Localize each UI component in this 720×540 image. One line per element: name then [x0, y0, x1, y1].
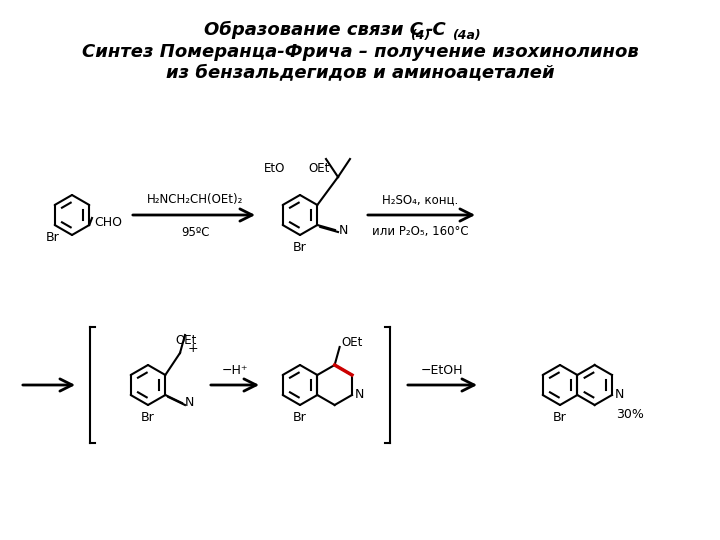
Text: OEt: OEt [175, 334, 197, 347]
Text: Br: Br [141, 411, 155, 424]
Text: -С: -С [426, 21, 446, 39]
Text: из бензальдегидов и аминоацеталей: из бензальдегидов и аминоацеталей [166, 63, 554, 81]
Text: H₂NCH₂CH(OEt)₂: H₂NCH₂CH(OEt)₂ [147, 193, 243, 206]
Text: +: + [188, 341, 199, 354]
Text: N: N [615, 388, 624, 402]
Text: N: N [355, 388, 364, 402]
Text: (4а): (4а) [452, 29, 481, 42]
Text: Br: Br [293, 411, 307, 424]
Text: OEt: OEt [342, 336, 363, 349]
Text: CHO: CHO [94, 217, 122, 230]
Text: H₂SO₄, конц.: H₂SO₄, конц. [382, 193, 458, 206]
Text: или P₂O₅, 160°С: или P₂O₅, 160°С [372, 226, 468, 239]
Text: EtO: EtO [264, 161, 285, 174]
Text: Образование связи С: Образование связи С [204, 21, 423, 39]
Text: Br: Br [553, 411, 567, 424]
Text: 95ºC: 95ºC [181, 226, 210, 239]
Text: (4): (4) [410, 29, 431, 42]
Text: 30%: 30% [616, 408, 644, 422]
Text: N: N [339, 224, 348, 237]
Text: Br: Br [293, 241, 307, 254]
Text: Br: Br [46, 231, 60, 244]
Text: −EtOH: −EtOH [420, 364, 463, 377]
Text: OEt: OEt [308, 161, 329, 174]
Text: −H⁺: −H⁺ [222, 364, 248, 377]
Text: N: N [185, 396, 194, 409]
Text: Синтез Померанца-Фрича – получение изохинолинов: Синтез Померанца-Фрича – получение изохи… [81, 43, 639, 61]
